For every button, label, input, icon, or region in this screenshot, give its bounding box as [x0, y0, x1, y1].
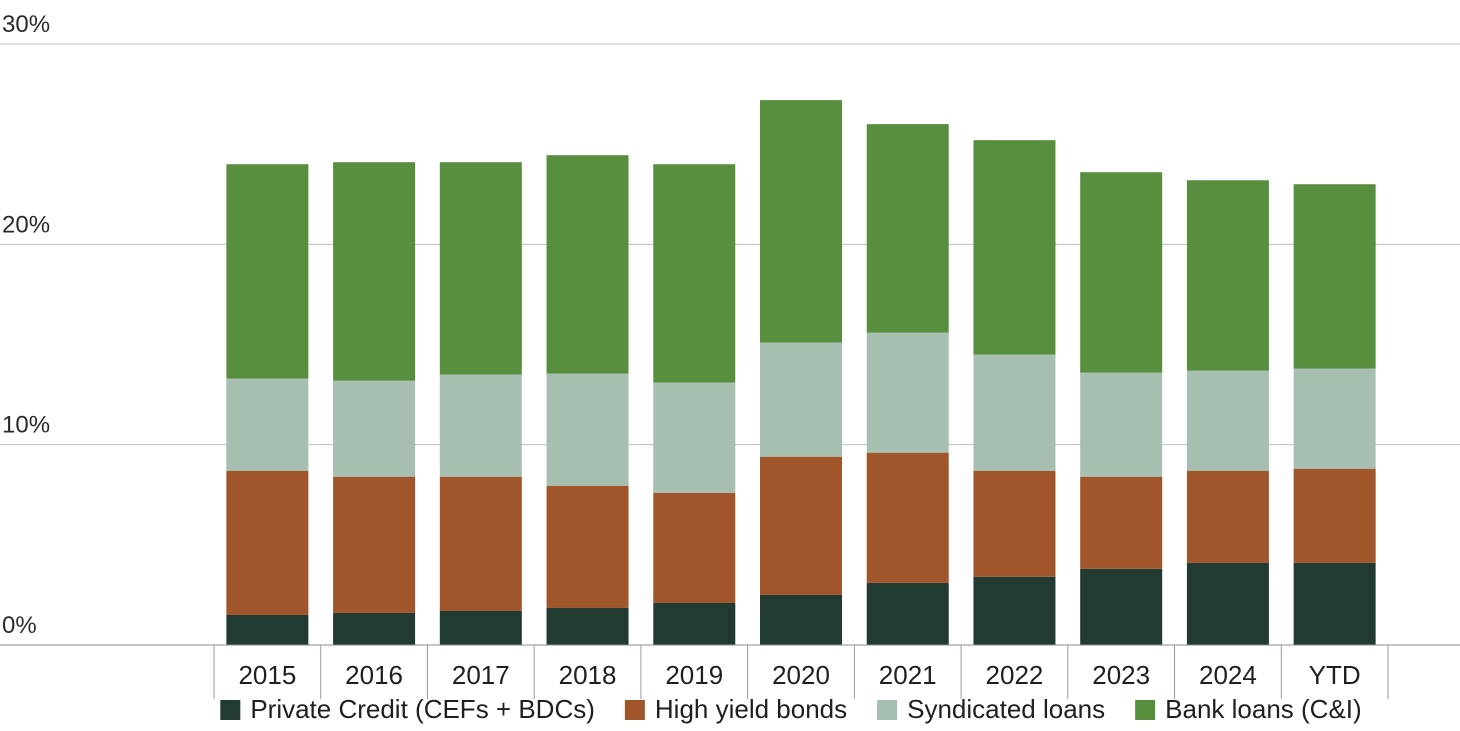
y-tick-label: 10%: [2, 412, 50, 439]
bar-stack-2016: [333, 162, 416, 645]
y-axis-tick-labels: 0% 10% 20% 30%: [2, 11, 50, 639]
y-tick-label: 30%: [2, 11, 50, 38]
x-tick-label-2023: 2023: [1092, 660, 1150, 690]
x-tick-label-2024: 2024: [1199, 660, 1257, 690]
bar-segment-2016-series-2: [333, 380, 416, 477]
y-tick-label: 20%: [2, 211, 50, 238]
bar-segment-ytd-series-0: [1293, 562, 1376, 645]
x-tick-label-2021: 2021: [879, 660, 937, 690]
bar-segment-2020-series-1: [760, 456, 842, 595]
x-axis: [0, 644, 1460, 699]
bar-segment-2016-series-3: [333, 162, 416, 381]
bar-segment-2022-series-1: [973, 470, 1056, 577]
bar-segment-2022-series-3: [973, 140, 1056, 355]
bar-segment-2024-series-0: [1186, 562, 1269, 645]
bar-segment-2019-series-0: [653, 602, 736, 645]
bar-stack-2018: [546, 155, 629, 645]
bar-segment-2020-series-2: [760, 342, 842, 457]
x-tick-label-2016: 2016: [345, 660, 403, 690]
legend-label: Bank loans (C&I): [1165, 694, 1362, 724]
bar-segment-2021-series-1: [866, 452, 949, 583]
x-axis-category-labels: 2015 2016 2017 2018 2019 2020 2021 2022 2023 2024…: [238, 660, 1360, 690]
bar-segment-2017-series-1: [439, 476, 522, 611]
bar-segment-2018-series-0: [546, 607, 629, 645]
bar-segment-2016-series-0: [333, 612, 416, 645]
bar-stack-2015: [226, 164, 309, 645]
legend-label: Private Credit (CEFs + BDCs): [250, 694, 595, 724]
bars: [226, 100, 1376, 645]
legend-label: Syndicated loans: [907, 694, 1105, 724]
bar-segment-2021-series-0: [866, 582, 949, 645]
bar-segment-2018-series-1: [546, 485, 629, 608]
bar-segment-2019-series-2: [653, 382, 736, 493]
x-tick-label-ytd: YTD: [1309, 660, 1361, 690]
bar-segment-ytd-series-3: [1293, 184, 1376, 369]
legend-swatch: [877, 700, 898, 720]
bar-stack-2023: [1080, 172, 1163, 645]
legend-item-series-0: Private Credit (CEFs + BDCs): [220, 694, 595, 724]
legend-item-series-2: Syndicated loans: [877, 694, 1105, 724]
bar-segment-2024-series-1: [1186, 470, 1269, 563]
bar-segment-2015-series-0: [226, 614, 309, 645]
x-tick-label-2019: 2019: [665, 660, 723, 690]
bar-stack-2021: [866, 124, 949, 645]
bar-segment-2017-series-0: [439, 610, 522, 645]
legend-swatch: [624, 700, 645, 720]
bar-segment-2015-series-2: [226, 378, 309, 471]
bar-stack-2022: [973, 140, 1056, 645]
bar-segment-2021-series-2: [866, 332, 949, 453]
y-tick-label: 0%: [2, 612, 37, 639]
bar-segment-ytd-series-2: [1293, 368, 1376, 469]
bar-segment-2015-series-1: [226, 470, 309, 615]
bar-segment-2020-series-3: [760, 100, 842, 343]
bar-segment-2017-series-2: [439, 374, 522, 477]
bar-stack-2017: [439, 162, 522, 645]
bar-segment-2024-series-3: [1186, 180, 1269, 371]
legend-item-series-3: Bank loans (C&I): [1135, 694, 1362, 724]
legend-item-series-1: High yield bonds: [624, 694, 847, 724]
bar-segment-2018-series-2: [546, 373, 629, 486]
x-tick-label-2015: 2015: [238, 660, 296, 690]
x-tick-label-2022: 2022: [986, 660, 1044, 690]
legend: Private Credit (CEFs + BDCs) High yield b…: [220, 694, 1362, 724]
bar-segment-2016-series-1: [333, 476, 416, 613]
bar-segment-2023-series-0: [1080, 568, 1163, 645]
bar-segment-2017-series-3: [439, 162, 522, 375]
x-tick-label-2017: 2017: [452, 660, 510, 690]
bar-segment-2023-series-3: [1080, 172, 1163, 373]
legend-swatch: [1135, 700, 1156, 720]
x-tick-label-2020: 2020: [772, 660, 830, 690]
bar-segment-2022-series-2: [973, 354, 1056, 471]
x-tick-label-2018: 2018: [559, 660, 617, 690]
bar-segment-2019-series-3: [653, 164, 736, 383]
bar-segment-ytd-series-1: [1293, 468, 1376, 563]
bar-segment-2018-series-3: [546, 155, 629, 374]
bar-segment-2023-series-2: [1080, 372, 1163, 477]
bar-stack-2019: [653, 164, 736, 645]
bar-segment-2023-series-1: [1080, 476, 1163, 569]
bar-stack-2020: [760, 100, 842, 645]
bar-stack-2024: [1186, 180, 1269, 645]
bar-segment-2021-series-3: [866, 124, 949, 333]
bar-segment-2020-series-0: [760, 594, 842, 645]
legend-label: High yield bonds: [655, 694, 847, 724]
bar-segment-2024-series-2: [1186, 370, 1269, 471]
bar-segment-2022-series-0: [973, 576, 1056, 645]
legend-swatch: [220, 700, 241, 720]
bar-segment-2015-series-3: [226, 164, 309, 379]
bar-stack-ytd: [1293, 184, 1376, 645]
bar-segment-2019-series-1: [653, 492, 736, 603]
